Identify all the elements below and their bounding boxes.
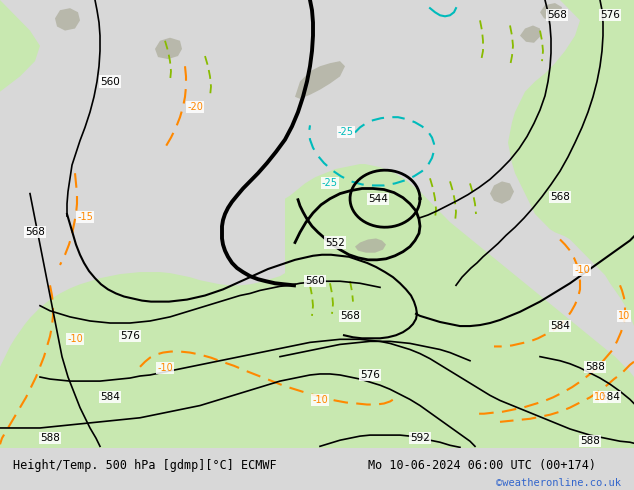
Text: 576: 576	[600, 10, 620, 20]
Polygon shape	[0, 0, 40, 92]
Text: Mo 10-06-2024 06:00 UTC (00+174): Mo 10-06-2024 06:00 UTC (00+174)	[368, 459, 596, 471]
Text: -10: -10	[157, 363, 173, 373]
Polygon shape	[295, 61, 345, 99]
Text: -25: -25	[322, 178, 338, 189]
Text: 568: 568	[547, 10, 567, 20]
Text: 584: 584	[600, 392, 620, 402]
Text: 584: 584	[100, 392, 120, 402]
Text: -10: -10	[312, 395, 328, 405]
Text: 588: 588	[40, 433, 60, 443]
Text: 552: 552	[325, 238, 345, 247]
Text: 568: 568	[25, 227, 45, 237]
Polygon shape	[540, 3, 562, 21]
Text: -10: -10	[574, 265, 590, 275]
Polygon shape	[55, 8, 80, 30]
Text: 576: 576	[360, 370, 380, 380]
Polygon shape	[490, 181, 514, 204]
Polygon shape	[0, 164, 634, 448]
Polygon shape	[508, 0, 634, 326]
Text: 560: 560	[100, 76, 120, 87]
Text: 592: 592	[410, 433, 430, 443]
Polygon shape	[545, 0, 634, 122]
Text: 576: 576	[120, 331, 140, 341]
Polygon shape	[520, 25, 540, 43]
Text: 10: 10	[594, 392, 606, 402]
Text: 584: 584	[550, 321, 570, 331]
Text: Height/Temp. 500 hPa [gdmp][°C] ECMWF: Height/Temp. 500 hPa [gdmp][°C] ECMWF	[13, 459, 276, 471]
Text: 568: 568	[340, 311, 360, 321]
Text: 544: 544	[368, 194, 388, 204]
Text: 588: 588	[580, 436, 600, 446]
Polygon shape	[355, 239, 386, 253]
Text: -20: -20	[187, 102, 203, 112]
Text: 568: 568	[550, 192, 570, 202]
Text: ©weatheronline.co.uk: ©weatheronline.co.uk	[496, 477, 621, 488]
Text: -10: -10	[67, 334, 83, 344]
Text: 10: 10	[618, 311, 630, 321]
Polygon shape	[155, 38, 182, 59]
Text: 560: 560	[305, 276, 325, 286]
Text: -15: -15	[77, 212, 93, 222]
Text: 588: 588	[585, 362, 605, 372]
Text: -25: -25	[338, 127, 354, 138]
